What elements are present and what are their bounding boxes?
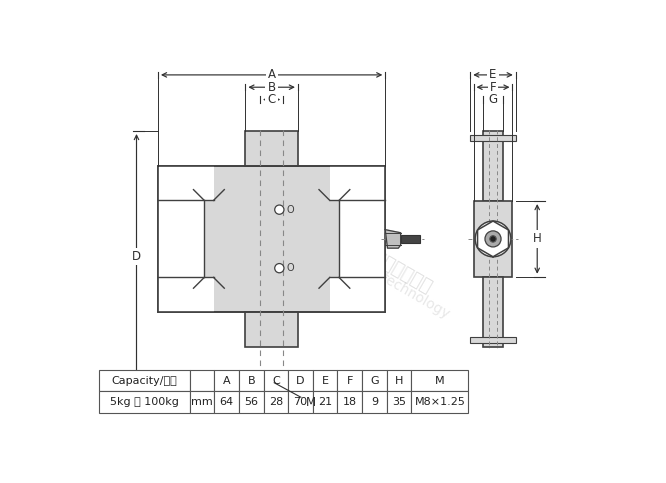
- Bar: [214, 391, 239, 413]
- Text: H: H: [533, 232, 541, 245]
- Circle shape: [274, 264, 284, 273]
- Bar: [330, 277, 385, 312]
- Text: C: C: [272, 376, 280, 385]
- Text: A: A: [223, 376, 230, 385]
- Text: 35: 35: [392, 397, 406, 407]
- Text: M8×1.25: M8×1.25: [414, 397, 466, 407]
- Bar: [338, 370, 362, 391]
- Polygon shape: [385, 230, 401, 248]
- Bar: [474, 201, 512, 277]
- Bar: [214, 370, 239, 391]
- Bar: [99, 370, 190, 391]
- Text: 18: 18: [343, 397, 357, 407]
- Bar: [264, 370, 288, 391]
- Bar: [246, 131, 298, 166]
- Bar: [239, 391, 264, 413]
- Text: A: A: [268, 69, 276, 82]
- Text: 5kg ～ 100kg: 5kg ～ 100kg: [110, 397, 178, 407]
- Bar: [412, 391, 468, 413]
- Bar: [288, 391, 313, 413]
- Text: G: G: [370, 376, 379, 385]
- Circle shape: [490, 236, 496, 242]
- Text: 广州倣鑫自动化科技有限公司: 广州倣鑫自动化科技有限公司: [305, 212, 435, 297]
- Bar: [288, 370, 313, 391]
- Text: 21: 21: [318, 397, 332, 407]
- Text: M: M: [435, 376, 445, 385]
- Bar: [362, 370, 387, 391]
- Circle shape: [485, 231, 501, 247]
- Text: E: E: [322, 376, 328, 385]
- Bar: [313, 370, 338, 391]
- Bar: [401, 235, 420, 243]
- Text: D: D: [132, 250, 141, 263]
- Bar: [158, 166, 385, 312]
- Text: M: M: [274, 383, 316, 410]
- Bar: [387, 391, 412, 413]
- Text: 9: 9: [371, 397, 378, 407]
- Text: B: B: [248, 376, 255, 385]
- Text: O: O: [286, 263, 294, 273]
- Bar: [99, 391, 190, 413]
- Text: O: O: [286, 205, 294, 214]
- Bar: [484, 131, 503, 201]
- Bar: [339, 200, 385, 277]
- Bar: [246, 312, 298, 347]
- Bar: [470, 337, 515, 343]
- Bar: [313, 391, 338, 413]
- Bar: [264, 391, 288, 413]
- Circle shape: [475, 221, 511, 257]
- Bar: [158, 200, 204, 277]
- Text: Capacity/量程: Capacity/量程: [111, 376, 177, 385]
- Text: F: F: [490, 81, 496, 94]
- Bar: [470, 135, 515, 141]
- Bar: [190, 391, 214, 413]
- Text: 64: 64: [220, 397, 234, 407]
- Text: 56: 56: [244, 397, 258, 407]
- Bar: [158, 166, 214, 200]
- Text: H: H: [395, 376, 403, 385]
- Text: C: C: [268, 93, 276, 106]
- Text: mm: mm: [191, 397, 213, 407]
- Bar: [330, 166, 385, 200]
- Bar: [362, 391, 387, 413]
- Bar: [387, 370, 412, 391]
- Bar: [239, 370, 264, 391]
- Bar: [158, 277, 214, 312]
- Text: D: D: [296, 376, 305, 385]
- Circle shape: [274, 205, 284, 214]
- Text: 28: 28: [269, 397, 283, 407]
- Text: B: B: [268, 81, 276, 94]
- Text: 70: 70: [294, 397, 308, 407]
- Bar: [484, 277, 503, 347]
- Bar: [412, 370, 468, 391]
- Text: F: F: [346, 376, 353, 385]
- Text: E: E: [490, 69, 497, 82]
- Bar: [338, 391, 362, 413]
- Text: technology: technology: [379, 271, 453, 322]
- Text: G: G: [488, 93, 498, 106]
- Bar: [190, 370, 214, 391]
